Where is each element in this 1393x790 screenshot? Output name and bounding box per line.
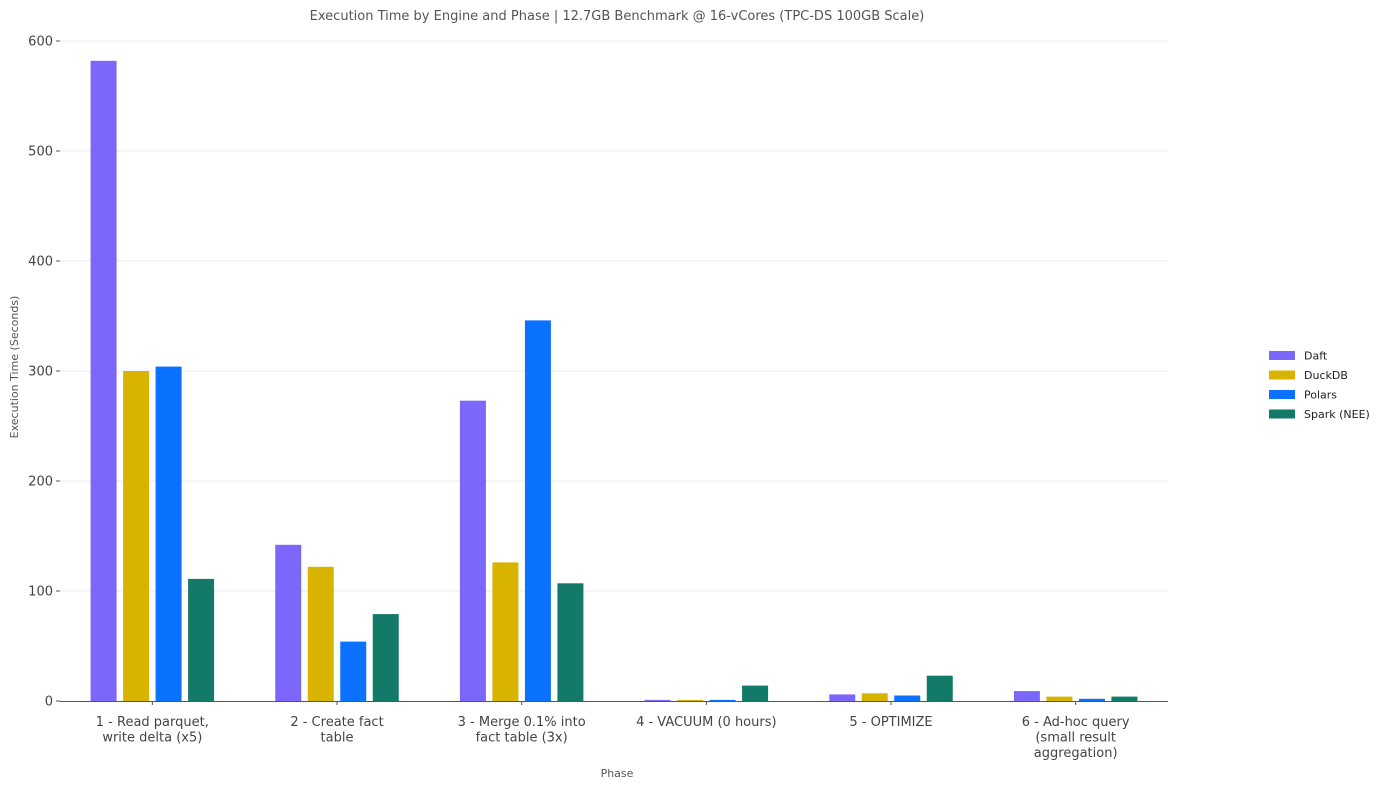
bar-spark-nee: [557, 583, 584, 701]
bar-duckdb: [492, 562, 519, 701]
x-tick-label: fact table (3x): [476, 731, 568, 746]
legend-label: DuckDB: [1304, 369, 1348, 382]
legend-swatch: [1269, 370, 1295, 380]
legend-label: Polars: [1304, 389, 1337, 402]
bar-daft: [644, 699, 671, 701]
y-tick-label: 500: [28, 145, 53, 160]
y-tick-label: 100: [28, 585, 53, 600]
bar-polars: [709, 699, 736, 701]
x-tick-label: 1 - Read parquet,: [96, 715, 209, 730]
bar-daft: [829, 694, 856, 701]
x-tick-label: 5 - OPTIMIZE: [849, 715, 932, 730]
bar-duckdb: [123, 371, 150, 701]
y-axis: 0 100 200 300 400 500 600: [28, 35, 60, 710]
bar-spark-nee: [926, 675, 953, 701]
chart-title: Execution Time by Engine and Phase | 12.…: [310, 9, 925, 24]
bar-daft: [275, 544, 302, 701]
y-tick-label: 400: [28, 255, 53, 270]
bar-spark-nee: [1111, 696, 1138, 701]
y-axis-label: Execution Time (Seconds): [8, 296, 21, 439]
x-tick-label: (small result: [1035, 731, 1116, 746]
bar-duckdb: [1046, 696, 1073, 701]
gridlines: [60, 40, 1168, 592]
bar-polars: [340, 641, 367, 701]
bar-duckdb: [307, 566, 334, 701]
bars: [90, 60, 1138, 702]
legend-swatch: [1269, 351, 1295, 360]
bar-spark-nee: [372, 614, 399, 701]
x-tick-label: 2 - Create fact: [290, 715, 383, 730]
x-tick-label: 6 - Ad-hoc query: [1022, 715, 1130, 730]
y-tick-label: 300: [28, 365, 53, 380]
legend-swatch: [1269, 409, 1295, 419]
x-tick-label: table: [321, 731, 354, 746]
bar-duckdb: [677, 699, 704, 701]
y-tick-label: 600: [28, 35, 53, 50]
x-tick-label: 4 - VACUUM (0 hours): [636, 715, 777, 730]
x-tick-label: 3 - Merge 0.1% into: [458, 715, 586, 730]
bar-daft: [459, 400, 486, 701]
x-tick-label: write delta (x5): [102, 731, 202, 746]
bar-polars: [155, 366, 182, 701]
bar-polars: [894, 695, 921, 701]
legend-label: Daft: [1304, 350, 1328, 363]
y-tick-label: 0: [45, 695, 53, 710]
legend-swatch: [1269, 390, 1295, 399]
legend-label: Spark (NEE): [1304, 408, 1370, 421]
bar-polars: [1078, 698, 1105, 701]
bar-polars: [524, 320, 551, 701]
bar-duckdb: [861, 693, 888, 701]
y-tick-label: 200: [28, 475, 53, 490]
x-tick-label: aggregation): [1034, 746, 1118, 761]
bar-daft: [1013, 691, 1040, 701]
bar-spark-nee: [188, 578, 215, 701]
legend: Daft DuckDB Polars Spark (NEE): [1269, 350, 1370, 421]
x-axis: 1 - Read parquet,write delta (x5) 2 - Cre…: [96, 701, 1130, 761]
bar-spark-nee: [742, 685, 769, 701]
bar-daft: [90, 60, 117, 702]
x-axis-label: Phase: [601, 767, 634, 780]
